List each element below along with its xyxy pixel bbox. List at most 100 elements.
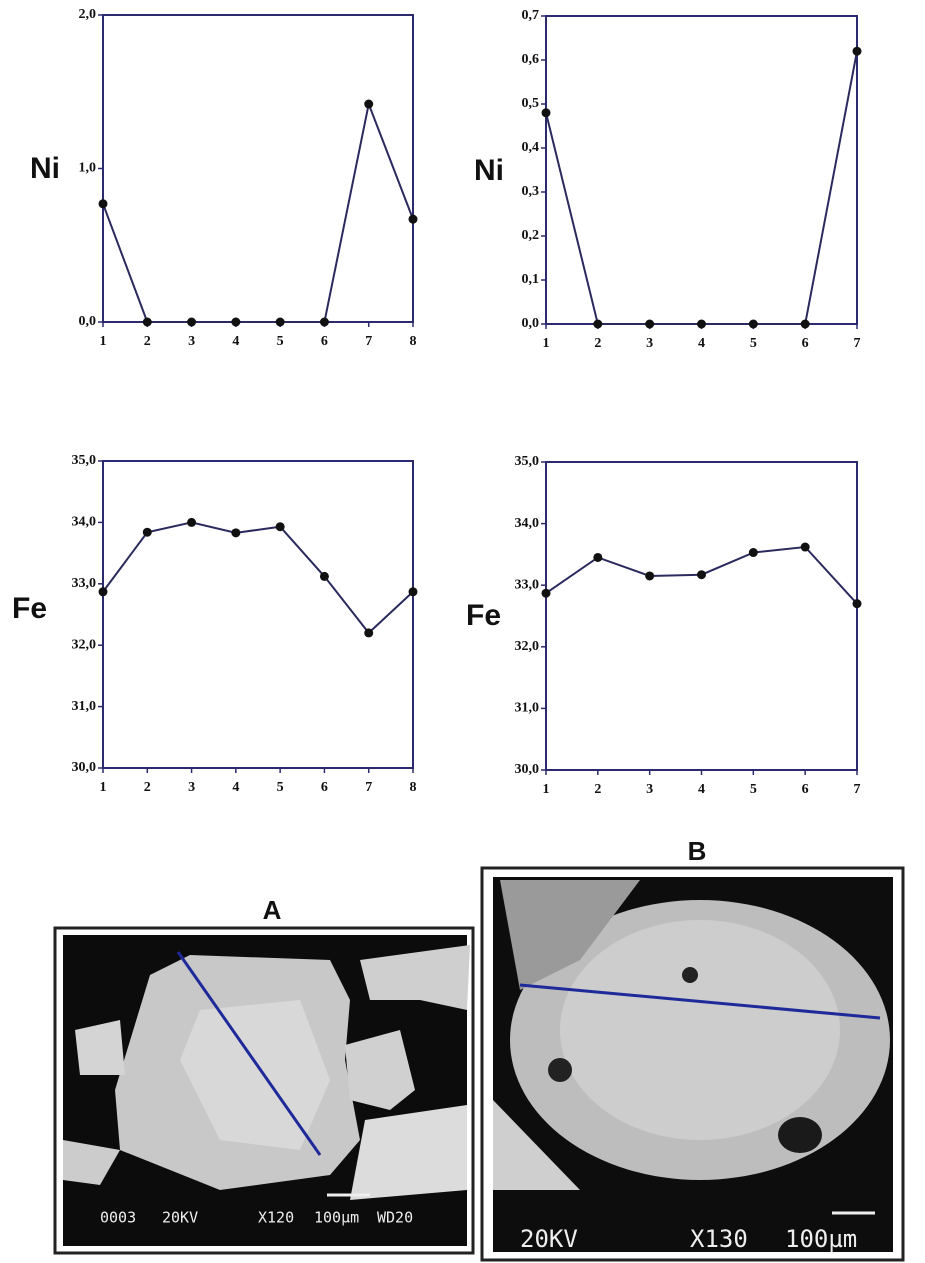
- x-tick-label: 8: [410, 334, 417, 349]
- y-tick-label: 0,0: [79, 314, 97, 329]
- data-point: [852, 599, 862, 609]
- x-tick-label: 4: [232, 780, 239, 795]
- y-tick-label: 35,0: [515, 454, 540, 469]
- data-point: [645, 571, 655, 581]
- x-tick-label: 3: [188, 334, 195, 349]
- x-tick-label: 7: [365, 334, 372, 349]
- y-tick-label: 0,4: [522, 140, 540, 155]
- figure-label: B: [688, 836, 707, 866]
- data-point: [800, 542, 810, 552]
- x-tick-label: 2: [594, 336, 601, 351]
- y-tick-label: 1,0: [79, 161, 97, 176]
- data-point: [187, 317, 197, 327]
- y-tick-label: 2,0: [79, 7, 97, 22]
- x-tick-label: 1: [543, 782, 550, 797]
- plot-frame: [545, 15, 858, 325]
- y-tick-label: 0,5: [522, 96, 540, 111]
- x-tick-label: 2: [594, 782, 601, 797]
- plot-frame: [102, 14, 414, 323]
- x-tick-label: 6: [802, 782, 809, 797]
- y-tick-label: 34,0: [515, 516, 540, 531]
- y-tick-label: 0,3: [522, 184, 540, 199]
- y-axis-label: Ni: [474, 154, 504, 187]
- data-point: [408, 214, 418, 224]
- y-tick-label: 31,0: [515, 701, 540, 716]
- data-point: [541, 108, 551, 118]
- data-line: [102, 100, 414, 323]
- x-tick-label: 6: [321, 780, 328, 795]
- data-point: [98, 587, 108, 597]
- x-tick-label: 8: [410, 780, 417, 795]
- y-tick-label: 34,0: [72, 515, 97, 530]
- x-tick-label: 7: [854, 336, 861, 351]
- x-tick-label: 5: [750, 336, 757, 351]
- x-tick-label: 1: [100, 780, 107, 795]
- x-tick-label: 6: [321, 334, 328, 349]
- data-point: [187, 517, 197, 527]
- data-point: [541, 588, 551, 598]
- y-tick-label: 30,0: [72, 760, 97, 775]
- data-point: [275, 317, 285, 327]
- data-point: [748, 548, 758, 558]
- data-point: [800, 319, 810, 329]
- data-point: [231, 528, 241, 538]
- data-point: [697, 570, 706, 580]
- data-point: [142, 317, 152, 327]
- y-tick-label: 33,0: [515, 577, 540, 592]
- y-tick-label: 33,0: [72, 576, 97, 591]
- plot-frame: [102, 460, 414, 769]
- data-point: [142, 527, 152, 537]
- sem-image-b: B 20KV X130 100µm: [480, 836, 905, 1262]
- y-axis-label: Fe: [12, 592, 47, 625]
- y-tick-label: 32,0: [515, 639, 540, 654]
- y-tick-label: 0,1: [522, 272, 540, 287]
- x-tick-label: 6: [802, 336, 809, 351]
- y-tick-label: 0,6: [522, 52, 540, 67]
- y-axis-label: Ni: [30, 152, 60, 185]
- data-point: [852, 46, 862, 56]
- x-tick-label: 2: [144, 334, 151, 349]
- data-point: [645, 319, 655, 329]
- y-tick-label: 35,0: [72, 453, 97, 468]
- y-tick-label: 30,0: [515, 762, 540, 777]
- data-point: [275, 522, 285, 532]
- image-caption: 20KV: [162, 1209, 198, 1227]
- data-point: [231, 317, 241, 327]
- image-caption: WD20: [377, 1209, 413, 1227]
- data-point: [408, 587, 418, 597]
- y-tick-label: 31,0: [72, 699, 97, 714]
- x-tick-label: 4: [232, 334, 239, 349]
- data-line: [102, 521, 414, 635]
- x-tick-label: 3: [188, 780, 195, 795]
- y-tick-label: 0,7: [522, 8, 540, 23]
- x-tick-label: 5: [277, 780, 284, 795]
- image-caption: 20KV: [520, 1225, 578, 1253]
- y-tick-label: 0,0: [522, 316, 540, 331]
- data-point: [593, 319, 603, 329]
- image-caption: X130: [690, 1225, 748, 1253]
- y-tick-label: 32,0: [72, 637, 97, 652]
- x-tick-label: 5: [277, 334, 284, 349]
- data-point: [319, 317, 329, 327]
- image-caption: 0003: [100, 1209, 136, 1227]
- data-point: [364, 628, 374, 638]
- sem-image-a: A 0003 20KV X120 100µm WD20: [53, 895, 475, 1255]
- x-tick-label: 7: [365, 780, 372, 795]
- data-point: [364, 99, 374, 109]
- data-point: [593, 552, 603, 562]
- image-caption: 100µm: [314, 1209, 359, 1227]
- figure-label: A: [263, 895, 282, 925]
- data-point: [697, 319, 706, 329]
- image-caption: 100µm: [785, 1225, 857, 1253]
- x-tick-label: 5: [750, 782, 757, 797]
- x-tick-label: 7: [854, 782, 861, 797]
- data-point: [98, 199, 108, 209]
- plot-frame: [545, 461, 858, 771]
- data-point: [319, 571, 329, 581]
- data-point: [748, 319, 758, 329]
- y-axis-label: Fe: [466, 599, 501, 632]
- x-tick-label: 4: [698, 782, 705, 797]
- x-tick-label: 3: [646, 782, 653, 797]
- y-tick-label: 0,2: [522, 228, 540, 243]
